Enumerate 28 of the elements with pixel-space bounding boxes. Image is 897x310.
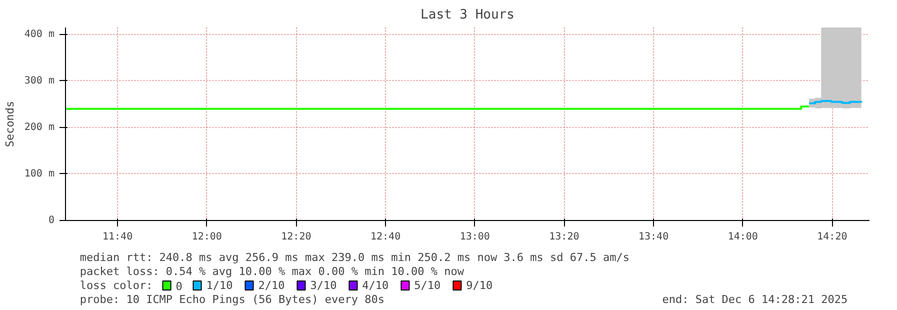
x-tick-label: 12:00 bbox=[192, 232, 222, 242]
legend-label: 1/10 bbox=[206, 279, 233, 292]
text: packet loss: 0.54 % avg 10.00 % max 0.00 % min 10.00 % now bbox=[80, 265, 464, 278]
legend-title: loss color: bbox=[80, 279, 153, 292]
x-tick-label: 13:20 bbox=[549, 232, 580, 242]
legend-label: 9/10 bbox=[466, 279, 493, 292]
y-tick-label: 200 m bbox=[24, 122, 55, 133]
x-tick-label: 13:40 bbox=[638, 232, 669, 242]
y-tick-label: 400 m bbox=[24, 28, 55, 40]
x-tick-label: 11:40 bbox=[102, 232, 133, 242]
text: median rtt: 240.8 ms avg 256.9 ms max 239.0 ms min 250.2 ms now 3.6 ms sd 67.5 am/s bbox=[80, 251, 630, 264]
legend-label: 2/10 bbox=[258, 279, 285, 292]
x-tick-label: 14:00 bbox=[728, 232, 758, 242]
text: end: Sat Dec 6 14:28:21 2025 bbox=[662, 293, 848, 306]
legend-label: 3/10 bbox=[310, 279, 337, 292]
x-tick-label: 14:20 bbox=[817, 232, 848, 242]
y-tick-label: 0 bbox=[48, 215, 55, 226]
x-tick-label: 12:20 bbox=[281, 232, 312, 242]
chart-title: Last 3 Hours bbox=[420, 8, 514, 22]
text: probe: 10 ICMP Echo Pings (56 Bytes) every 80s bbox=[80, 293, 384, 306]
legend-label: 0 bbox=[176, 280, 182, 293]
x-tick-label: 13:00 bbox=[460, 232, 490, 242]
y-tick-label: 300 m bbox=[24, 75, 55, 86]
legend-label: 5/10 bbox=[414, 279, 441, 292]
legend-label: 4/10 bbox=[362, 279, 389, 292]
y-tick-label: 100 m bbox=[24, 168, 55, 180]
x-tick-label: 12:40 bbox=[370, 232, 401, 242]
y-axis-title: Seconds bbox=[3, 100, 16, 148]
